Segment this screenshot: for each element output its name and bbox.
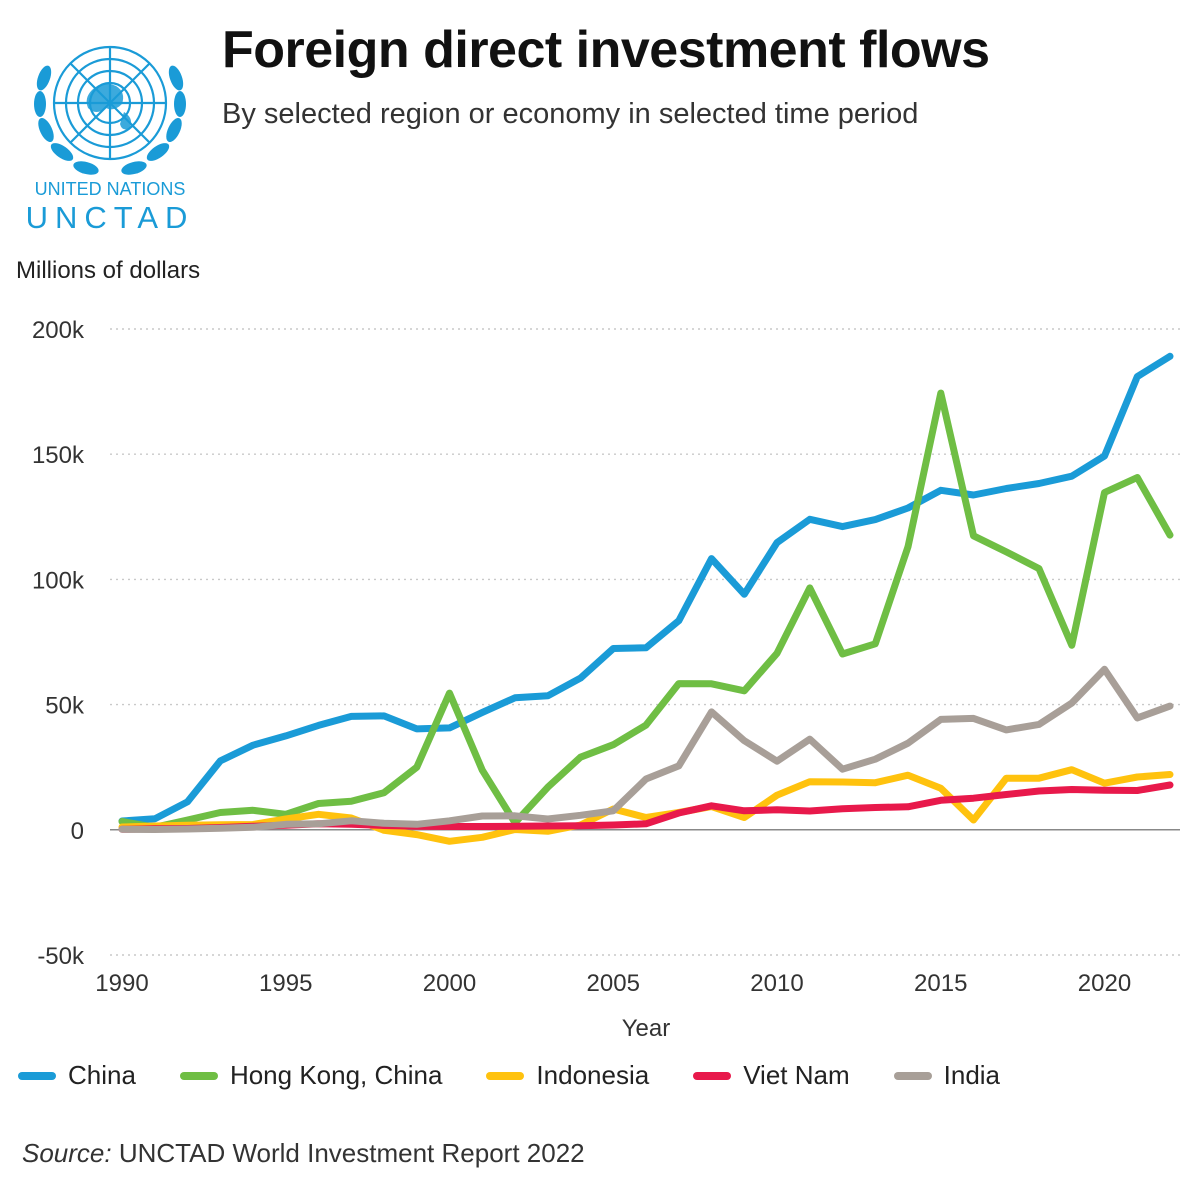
- x-tick-label: 2000: [423, 970, 476, 997]
- legend-swatch: [693, 1071, 732, 1080]
- x-tick-label: 1990: [95, 970, 148, 997]
- legend-item-indonesia: Indonesia: [486, 1060, 649, 1091]
- x-tick-label: 2010: [750, 970, 803, 997]
- chart-title: Foreign direct investment flows: [222, 21, 990, 79]
- source-label: Source:: [22, 1138, 112, 1168]
- x-axis-ticks: 1990 1995 2000 2005 2010 2015 2020: [95, 970, 1131, 997]
- y-tick-label: 0: [71, 818, 84, 845]
- series-line-indonesia: [118, 766, 1174, 845]
- y-axis-ticks: -50k 0 50k 100k 150k 200k: [32, 317, 85, 970]
- legend-item-hong-kong-china: Hong Kong, China: [179, 1060, 443, 1091]
- y-tick-label: -50k: [37, 943, 85, 970]
- series-line-china: [118, 352, 1174, 825]
- source-note: Source: UNCTAD World Investment Report 2…: [22, 1138, 585, 1169]
- legend-swatch: [486, 1071, 525, 1080]
- legend-label: Indonesia: [536, 1060, 650, 1090]
- legend-item-india: India: [893, 1060, 1001, 1091]
- unctad-logo: UNITED NATIONS UNCTAD: [22, 28, 198, 235]
- legend-swatch: [18, 1071, 56, 1080]
- chart-legend: China Hong Kong, China Indonesia Viet Nam In…: [18, 1060, 1044, 1091]
- legend-label: Hong Kong, China: [229, 1060, 443, 1090]
- legend-item-china: China: [18, 1060, 136, 1091]
- series-line-india: [118, 665, 1174, 833]
- x-tick-label: 1995: [259, 970, 312, 997]
- x-axis-label: Year: [622, 1015, 671, 1042]
- logo-line2: UNCTAD: [26, 200, 195, 233]
- grid-lines: [110, 328, 1180, 956]
- y-tick-label: 50k: [45, 693, 85, 720]
- x-tick-label: 2020: [1078, 970, 1131, 997]
- series-lines: [118, 352, 1174, 845]
- y-tick-label: 100k: [32, 567, 85, 594]
- y-axis-label: Millions of dollars: [16, 257, 200, 284]
- y-tick-label: 200k: [32, 317, 85, 344]
- chart-subtitle: By selected region or economy in selecte…: [222, 98, 919, 130]
- legend-label: Viet Nam: [743, 1060, 850, 1090]
- x-tick-label: 2015: [914, 970, 967, 997]
- legend-label: India: [943, 1060, 1001, 1090]
- y-tick-label: 150k: [32, 442, 85, 469]
- source-text: UNCTAD World Investment Report 2022: [118, 1138, 585, 1168]
- series-line-hong-kong-china: [118, 389, 1174, 831]
- un-emblem-icon: UNITED NATIONS UNCTAD: [26, 45, 195, 235]
- x-tick-label: 2005: [587, 970, 640, 997]
- legend-label: China: [68, 1060, 136, 1090]
- logo-line1: UNITED NATIONS: [35, 179, 186, 199]
- legend-swatch: [893, 1071, 932, 1080]
- legend-swatch: [179, 1071, 218, 1080]
- legend-item-viet-nam: Viet Nam: [693, 1060, 850, 1091]
- line-chart: Millions of dollars -50k 0 50k 100k 150k 200k…: [16, 257, 1180, 1042]
